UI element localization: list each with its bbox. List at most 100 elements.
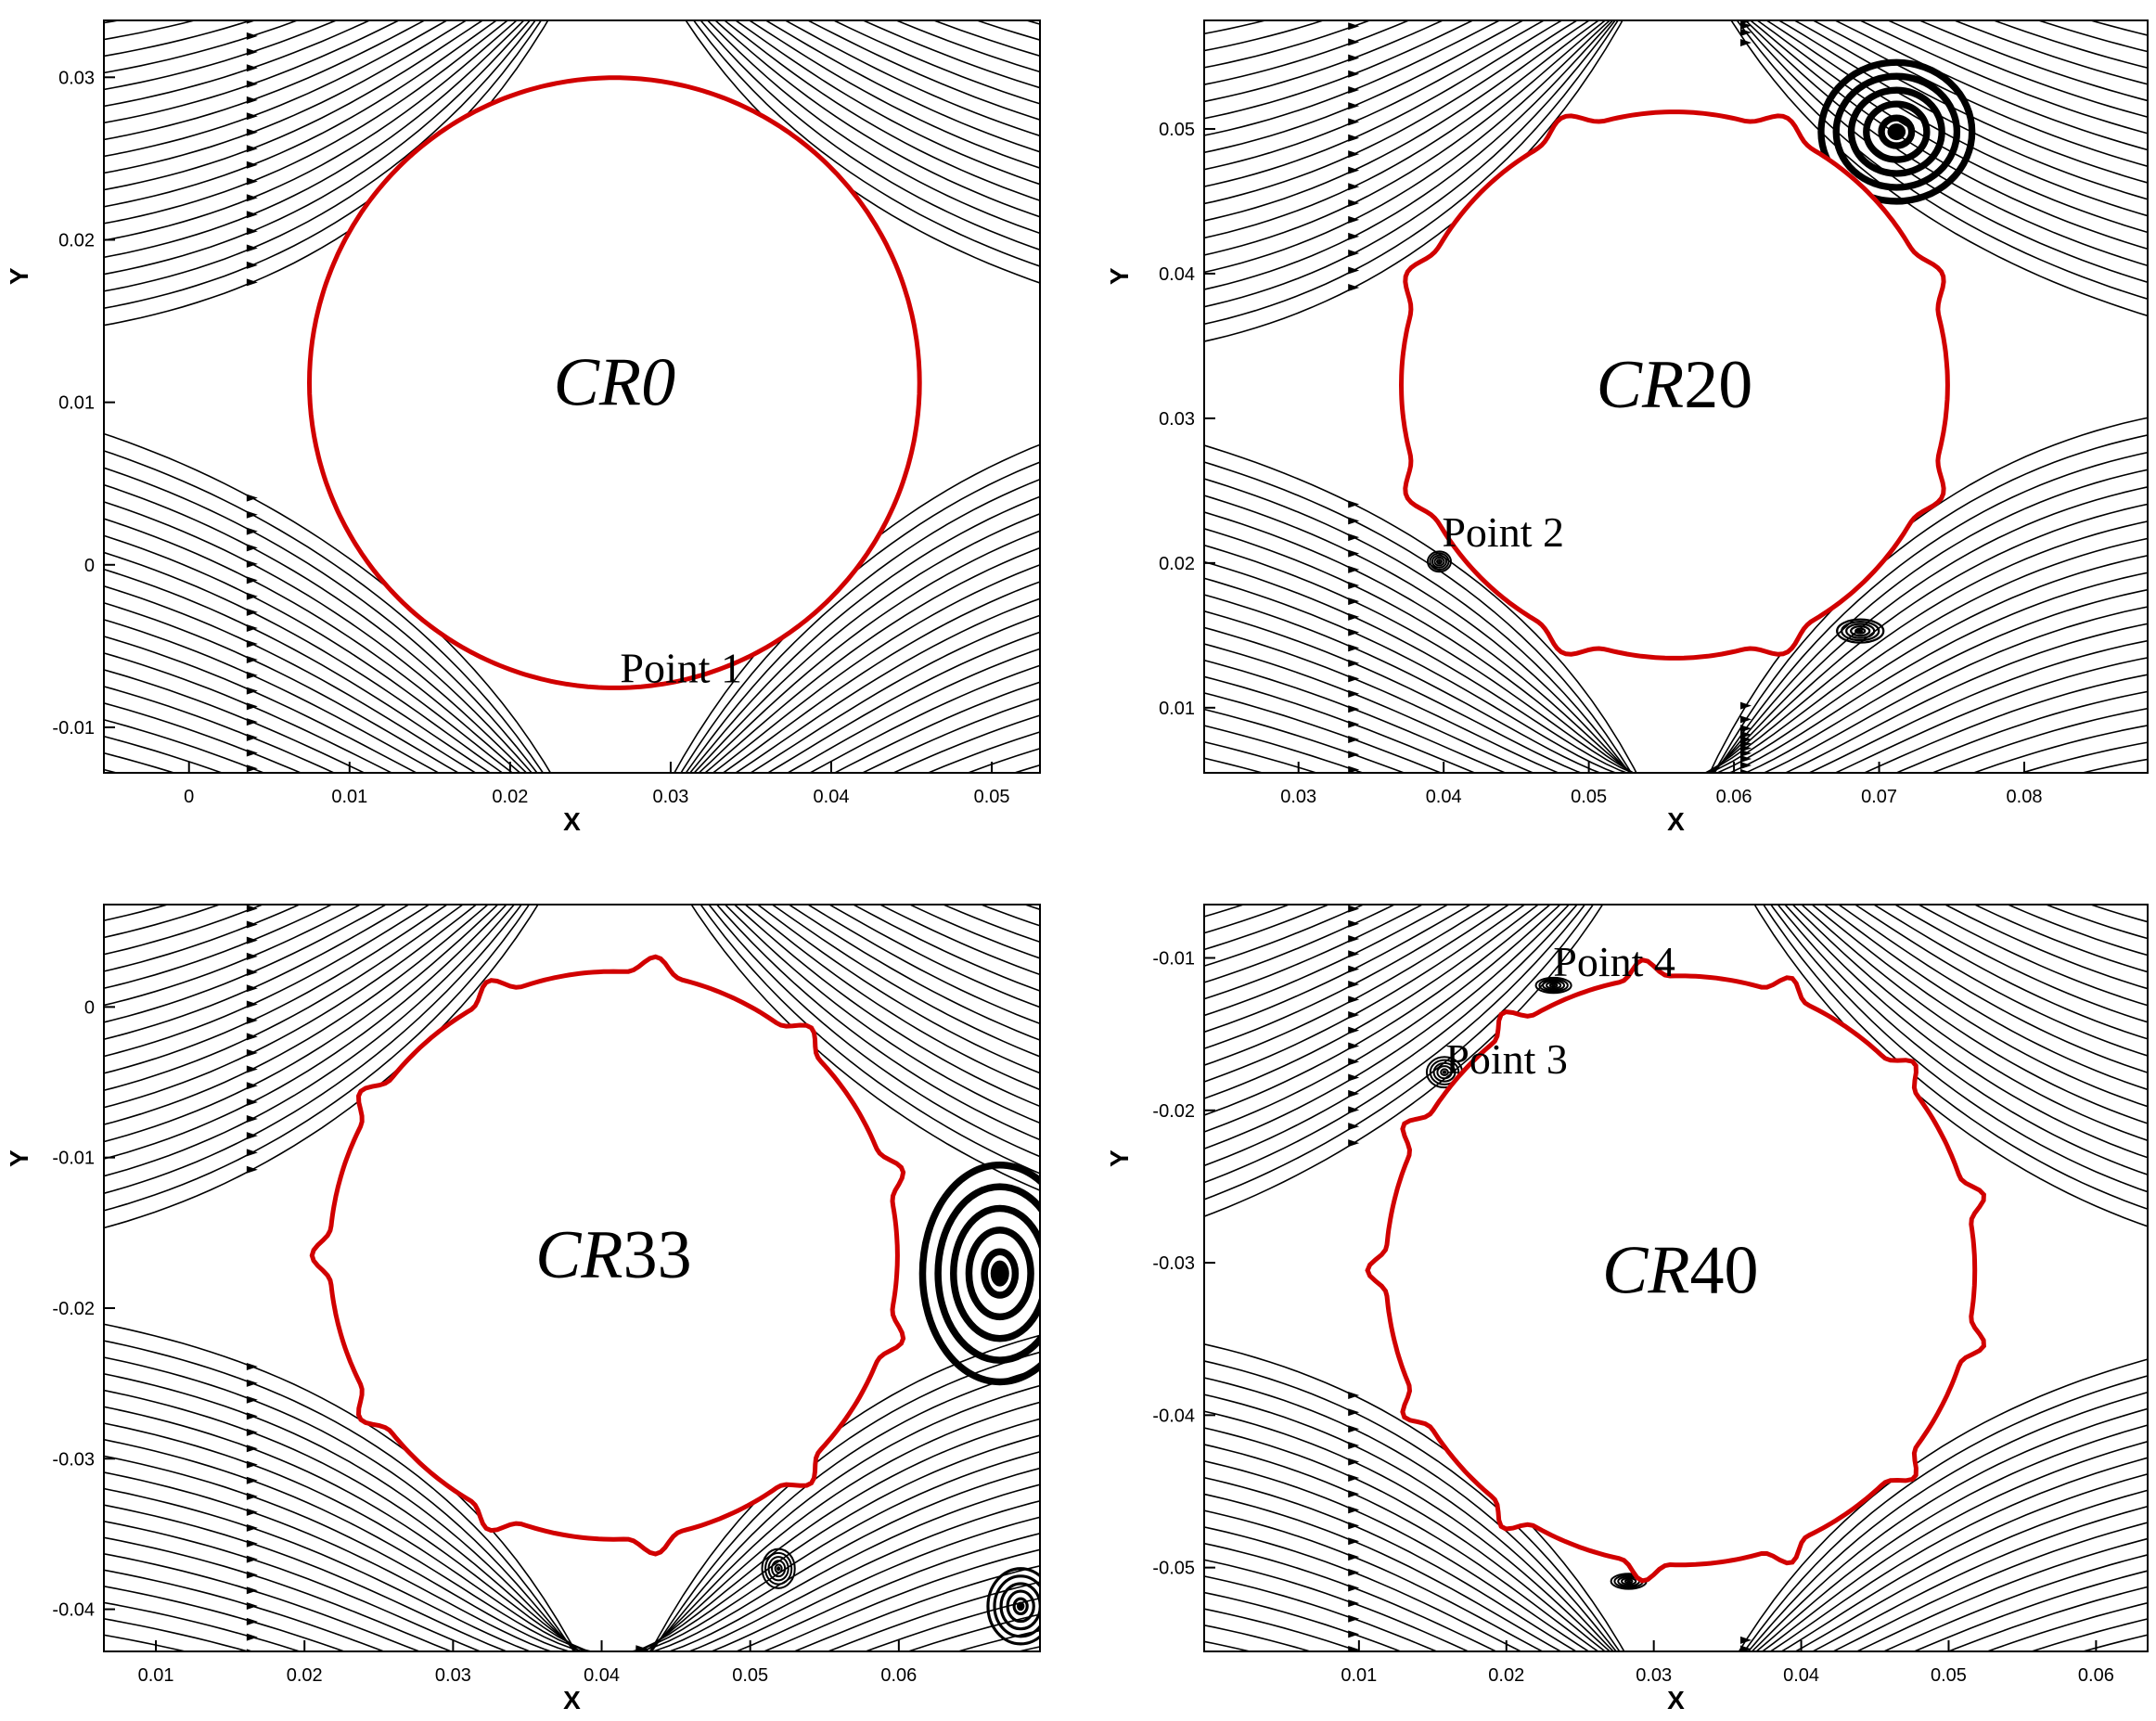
- y-tick-label: -0.02: [52, 1299, 95, 1319]
- flow-arrow: [247, 1680, 258, 1688]
- x-tick-label: 0.03: [1636, 1665, 1672, 1686]
- flow-arrow: [635, 1664, 647, 1672]
- x-axis-label: X: [1667, 1686, 1685, 1715]
- flow-arrow: [635, 812, 647, 819]
- streamline: [104, 905, 1040, 1092]
- streamline: [1204, 623, 2148, 773]
- flow-arrow: [1740, 885, 1752, 893]
- cylinder-body: [306, 75, 922, 690]
- flow-arrow: [635, 822, 647, 829]
- flow-arrow: [1740, 815, 1752, 822]
- streamline: [104, 905, 1040, 1195]
- streamline: [1204, 20, 2148, 120]
- flow-arrow: [635, 811, 647, 818]
- flow-arrow: [247, 1712, 258, 1719]
- flow-arrow: [1348, 812, 1359, 819]
- flow-arrow: [1740, 1709, 1752, 1716]
- panel-cr20: CR20 Point 2 0.03 0.04 0.05 0.06 0.07 0.08 0.05 0…: [1105, 0, 2156, 893]
- streamline: [1186, 0, 2156, 20]
- flow-arrow: [1740, 20, 1741, 21]
- flow-arrow: [635, 1661, 647, 1668]
- streamline: [104, 20, 1040, 208]
- y-tick-label: 0.05: [1159, 120, 1195, 140]
- flow-arrow: [1740, 887, 1752, 894]
- case-label: CR40: [1602, 1232, 1759, 1308]
- flow-arrow: [635, 821, 647, 828]
- flow-arrow: [635, 786, 647, 793]
- streamline: [104, 619, 1040, 773]
- flow-arrow: [247, 811, 258, 818]
- streamline: [1204, 20, 2148, 256]
- flow-arrow: [1348, 1692, 1359, 1700]
- vortex: [761, 1548, 796, 1589]
- flow-arrow: [1348, 875, 1359, 882]
- flow-arrow: [635, 777, 647, 784]
- streamline: [104, 905, 1040, 1023]
- streamline: [104, 20, 1040, 124]
- y-tick-label: -0.01: [1152, 949, 1195, 970]
- flow-arrow: [247, 842, 258, 850]
- flow-arrow: [1740, 849, 1752, 856]
- flow-arrow: [635, 756, 647, 764]
- streamlines: [104, 20, 1040, 881]
- flow-arrow: [635, 874, 647, 881]
- streamline: [104, 905, 1040, 972]
- streamline: [1204, 20, 2148, 205]
- streamline: [104, 905, 1040, 939]
- y-tick-label: 0: [84, 556, 95, 576]
- y-tick-label: 0.03: [58, 68, 95, 88]
- flow-arrow: [635, 830, 647, 838]
- x-tick-label: 0.02: [492, 787, 528, 807]
- streamline: [1204, 520, 2148, 773]
- flow-arrow: [635, 825, 647, 832]
- streamline: [1204, 905, 2148, 1159]
- plot-frame: [103, 19, 1041, 774]
- vortex: [1817, 58, 1976, 205]
- flow-arrow: [635, 812, 647, 819]
- streamline: [104, 20, 1040, 58]
- vortex: [918, 1162, 1040, 1386]
- streamline: [1204, 20, 2148, 171]
- y-tick-label: -0.03: [52, 1449, 95, 1470]
- flow-arrow: [635, 835, 647, 842]
- flow-arrow: [1348, 845, 1359, 853]
- streamline: [1204, 417, 2148, 773]
- streamline: [1204, 690, 2148, 773]
- x-tick-label: 0.05: [732, 1665, 768, 1686]
- flow-arrow: [635, 809, 647, 816]
- x-tick-label: 0.05: [1571, 787, 1607, 807]
- flow-arrow: [635, 816, 647, 823]
- flow-arrow: [635, 1656, 647, 1663]
- flow-arrow: [1740, 1672, 1752, 1679]
- streamline: [104, 20, 1040, 310]
- y-tick-label: 0.04: [1159, 264, 1195, 285]
- streamline: [1204, 20, 2148, 187]
- streamline: [104, 1569, 1040, 1651]
- streamline: [104, 1553, 1040, 1651]
- streamline: [104, 518, 1040, 773]
- streamline: [104, 551, 1040, 773]
- streamline: [1204, 1591, 2148, 1651]
- flow-arrow: [247, 841, 258, 849]
- vortex: [1426, 550, 1452, 573]
- plot-area: [104, 20, 1040, 881]
- streamline: [104, 905, 1040, 1007]
- streamline: [1204, 20, 2148, 274]
- streamline: [1204, 1608, 2148, 1651]
- streamline: [1204, 1343, 2148, 1651]
- flow-arrow: [635, 735, 647, 742]
- streamline: [104, 905, 1040, 1229]
- streamline: [104, 1601, 1040, 1651]
- flow-arrow: [1348, 796, 1359, 803]
- streamline: [1204, 20, 2148, 308]
- x-tick-label: 0.07: [1861, 787, 1897, 807]
- streamline: [1204, 674, 2148, 773]
- streamline: [1204, 707, 2148, 773]
- flow-arrow: [635, 1663, 647, 1670]
- flow-arrow: [635, 811, 647, 818]
- flow-arrow: [1348, 1708, 1359, 1715]
- flow-arrow: [635, 855, 647, 863]
- flow-arrow: [247, 796, 258, 803]
- x-tick-label: 0.06: [1716, 787, 1752, 807]
- streamline: [104, 483, 1040, 773]
